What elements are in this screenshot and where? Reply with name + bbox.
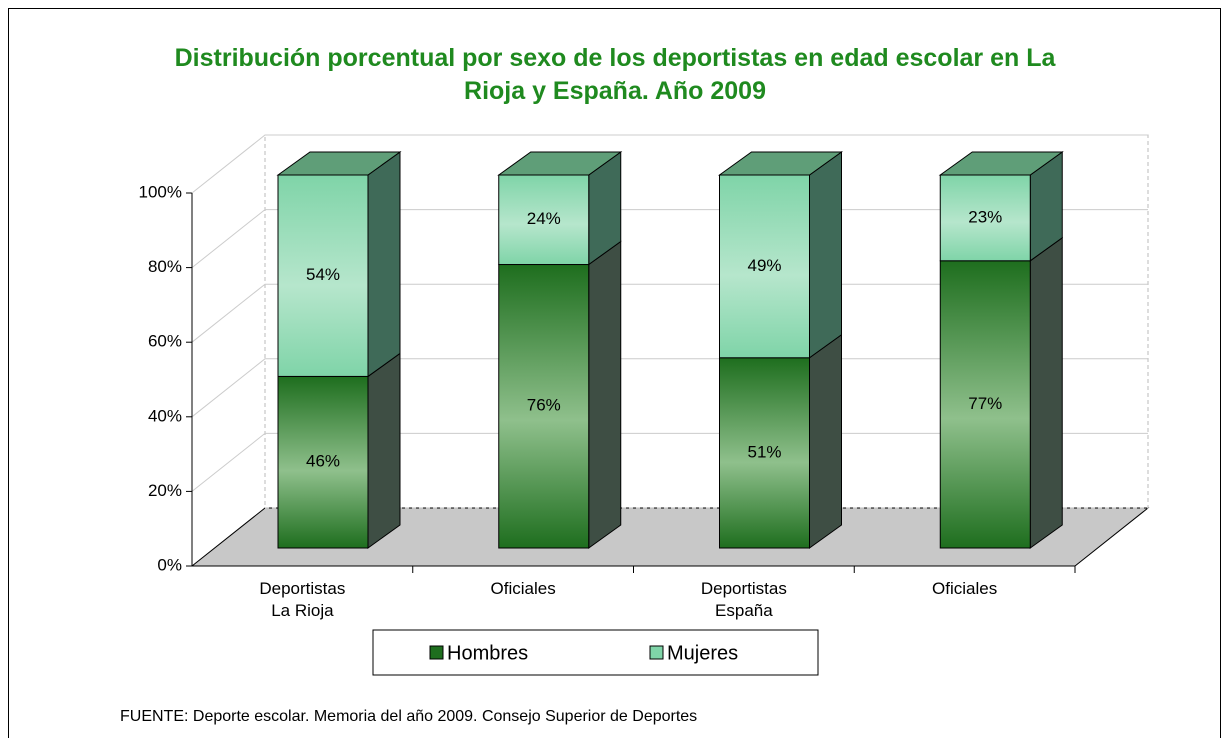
bar: [498, 174, 590, 266]
x-tick-label: Oficiales: [490, 579, 556, 598]
legend-swatch: [649, 645, 664, 660]
y-tick-label: 20%: [148, 481, 182, 500]
bar: [498, 264, 590, 549]
legend-label: Mujeres: [667, 642, 738, 664]
data-label: 76%: [527, 396, 561, 415]
y-tick-label: 40%: [148, 406, 182, 425]
bar: [277, 375, 369, 549]
legend-box: [372, 629, 819, 676]
x-tick-label: Deportistas España: [700, 579, 787, 620]
bar-side: [588, 240, 622, 549]
bar-side: [367, 151, 401, 378]
data-label: 54%: [306, 265, 340, 284]
y-tick-label: 80%: [148, 257, 182, 276]
bar: [719, 357, 810, 549]
bar: [939, 174, 1031, 262]
data-label: 24%: [527, 209, 561, 228]
bar-top: [497, 151, 623, 176]
source-note: FUENTE: Deporte escolar. Memoria del año…: [120, 708, 698, 725]
chart-title: Distribución porcentual por sexo de los …: [174, 44, 1056, 105]
bar-side: [809, 151, 842, 359]
y-tick-label: 100%: [139, 182, 182, 201]
bar-top: [276, 151, 402, 176]
bar-top: [717, 151, 844, 176]
bar-side: [809, 333, 842, 549]
grid-line: [191, 134, 1148, 194]
bar: [719, 174, 810, 359]
data-label: 23%: [968, 207, 1002, 226]
y-tick-label: 60%: [148, 332, 182, 351]
legend-swatch: [429, 645, 444, 660]
y-tick-label: 0%: [157, 555, 182, 574]
data-label: 51%: [747, 442, 781, 461]
bar-side: [367, 352, 401, 549]
grid-line: [191, 283, 1148, 343]
bar: [277, 174, 369, 377]
bar: [939, 260, 1031, 549]
grid-line: [191, 358, 1148, 418]
bar-top: [938, 151, 1064, 176]
chart-frame: [8, 8, 1221, 738]
data-label: 49%: [747, 256, 781, 275]
grid-line: [191, 209, 1148, 268]
x-tick-label: Deportistas La Rioja: [259, 579, 346, 620]
grid-line: [191, 432, 1148, 492]
legend-label: Hombres: [447, 642, 528, 664]
data-label: 77%: [968, 394, 1002, 413]
data-label: 46%: [306, 452, 340, 471]
bar-side: [1029, 236, 1063, 549]
x-tick-label: Oficiales: [932, 579, 998, 598]
